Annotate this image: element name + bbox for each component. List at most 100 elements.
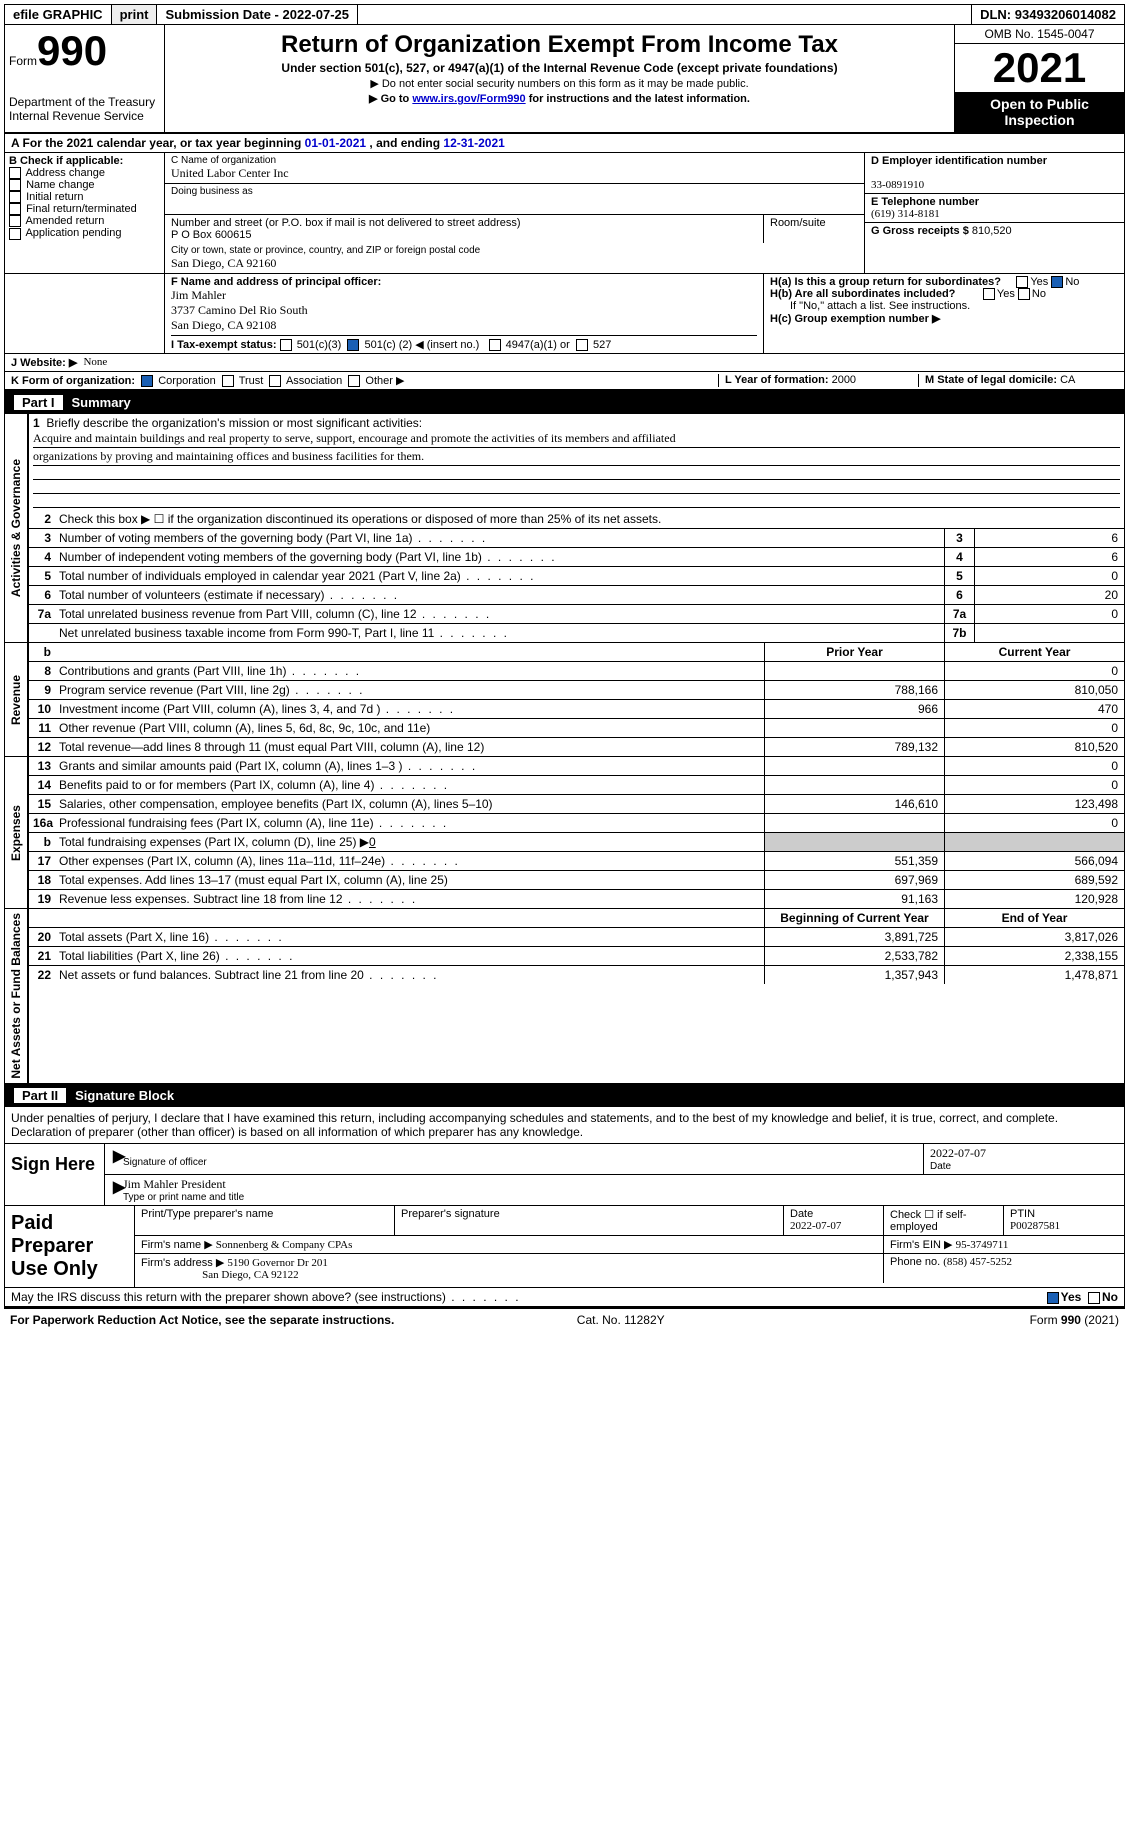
box-b: B Check if applicable: Address change Na… <box>5 153 165 273</box>
discuss-row: May the IRS discuss this return with the… <box>4 1288 1125 1307</box>
checkbox-discuss-no[interactable] <box>1088 1292 1100 1304</box>
form-year-cell: OMB No. 1545-0047 2021 Open to Public In… <box>954 25 1124 132</box>
checkbox-501c3[interactable] <box>280 339 292 351</box>
address-cell: Number and street (or P.O. box if mail i… <box>165 215 864 243</box>
box-i: I Tax-exempt status: 501(c)(3) 501(c) (2… <box>171 335 757 351</box>
omb-number: OMB No. 1545-0047 <box>955 25 1124 44</box>
gross-receipts-cell: G Gross receipts $ 810,520 <box>865 223 1124 239</box>
dba-cell: Doing business as <box>165 184 864 215</box>
line-7a-value: 0 <box>974 605 1124 623</box>
checkbox-amended-return[interactable] <box>9 215 21 227</box>
row-a-calendar-year: A For the 2021 calendar year, or tax yea… <box>4 134 1125 153</box>
checkbox-ha-no[interactable] <box>1051 276 1063 288</box>
top-toolbar: efile GRAPHIC print Submission Date - 20… <box>4 4 1125 25</box>
box-j: J Website: ▶ None <box>4 354 1125 372</box>
expenses-section: Expenses 13Grants and similar amounts pa… <box>4 757 1125 909</box>
box-k: K Form of organization: Corporation Trus… <box>11 374 718 387</box>
line-3-value: 6 <box>974 529 1124 547</box>
dln: DLN: 93493206014082 <box>972 5 1124 24</box>
submission-date: Submission Date - 2022-07-25 <box>157 5 358 24</box>
officer-name: Jim Mahler <box>171 288 226 302</box>
checkbox-discuss-yes[interactable] <box>1047 1292 1059 1304</box>
org-name-cell: C Name of organization United Labor Cent… <box>165 153 864 184</box>
checkbox-other[interactable] <box>348 375 360 387</box>
box-b-label: B Check if applicable: <box>9 155 123 167</box>
line-5-value: 0 <box>974 567 1124 585</box>
dept-label: Department of the Treasury Internal Reve… <box>9 95 160 123</box>
paid-preparer-label: Paid Preparer Use Only <box>5 1206 135 1287</box>
gross-receipts-value: 810,520 <box>972 225 1012 237</box>
org-city: San Diego, CA 92160 <box>171 256 276 270</box>
bottom-line: For Paperwork Reduction Act Notice, see … <box>4 1307 1125 1331</box>
checkbox-corporation[interactable] <box>141 375 153 387</box>
net-assets-section: Net Assets or Fund Balances Beginning of… <box>4 909 1125 1084</box>
line-4-value: 6 <box>974 548 1124 566</box>
irs-link[interactable]: www.irs.gov/Form990 <box>412 93 525 105</box>
part-2-header: Part IISignature Block <box>4 1084 1125 1107</box>
checkbox-hb-yes[interactable] <box>983 288 995 300</box>
checkbox-address-change[interactable] <box>9 167 21 179</box>
checkbox-501c[interactable] <box>347 339 359 351</box>
form-note-2: ▶ Go to www.irs.gov/Form990 for instruct… <box>171 92 948 105</box>
phone-value: (619) 314-8181 <box>871 208 940 220</box>
open-inspection: Open to Public Inspection <box>955 92 1124 132</box>
checkbox-association[interactable] <box>269 375 281 387</box>
form-title-cell: Return of Organization Exempt From Incom… <box>165 25 954 132</box>
box-f: F Name and address of principal officer:… <box>165 274 764 353</box>
form-subtitle: Under section 501(c), 527, or 4947(a)(1)… <box>171 61 948 75</box>
box-h: H(a) Is this a group return for subordin… <box>764 274 1124 353</box>
ptin-value: P00287581 <box>1010 1220 1060 1232</box>
activities-governance-section: Activities & Governance 1 Briefly descri… <box>4 414 1125 643</box>
box-klm: K Form of organization: Corporation Trus… <box>4 372 1125 391</box>
checkbox-trust[interactable] <box>222 375 234 387</box>
box-m: M State of legal domicile: CA <box>918 374 1118 387</box>
vtab-net-assets: Net Assets or Fund Balances <box>5 909 29 1083</box>
checkbox-527[interactable] <box>576 339 588 351</box>
vtab-activities: Activities & Governance <box>5 414 29 642</box>
org-name: United Labor Center Inc <box>171 166 289 180</box>
firm-phone: (858) 457-5252 <box>943 1256 1012 1268</box>
section-bcd: B Check if applicable: Address change Na… <box>4 153 1125 274</box>
checkbox-initial-return[interactable] <box>9 191 21 203</box>
sign-here-label: Sign Here <box>5 1144 105 1205</box>
tax-year: 2021 <box>955 44 1124 92</box>
checkbox-hb-no[interactable] <box>1018 288 1030 300</box>
sig-date: 2022-07-07 <box>930 1146 986 1160</box>
checkbox-4947[interactable] <box>489 339 501 351</box>
website-value: None <box>83 356 107 369</box>
checkbox-application-pending[interactable] <box>9 228 21 240</box>
org-address: P O Box 600615 <box>171 229 252 241</box>
revenue-section: Revenue bPrior YearCurrent Year 8Contrib… <box>4 643 1125 757</box>
firm-name: Sonnenberg & Company CPAs <box>216 1239 353 1251</box>
form-header: Form990 Department of the Treasury Inter… <box>4 25 1125 134</box>
checkbox-ha-yes[interactable] <box>1016 276 1028 288</box>
box-l: L Year of formation: 2000 <box>718 374 918 387</box>
city-cell: City or town, state or province, country… <box>165 243 864 273</box>
vtab-expenses: Expenses <box>5 757 29 908</box>
paid-preparer-block: Paid Preparer Use Only Print/Type prepar… <box>4 1206 1125 1288</box>
checkbox-final-return[interactable] <box>9 203 21 215</box>
toolbar-spacer <box>358 5 972 24</box>
print-button[interactable]: print <box>112 5 158 24</box>
signature-intro: Under penalties of perjury, I declare th… <box>4 1107 1125 1144</box>
firm-ein: 95-3749711 <box>956 1239 1009 1251</box>
mission-row: 1 Briefly describe the organization's mi… <box>29 414 1124 510</box>
section-fhi: F Name and address of principal officer:… <box>4 274 1125 354</box>
line-6-value: 20 <box>974 586 1124 604</box>
sign-here-block: Sign Here ▶ Signature of officer 2022-07… <box>4 1144 1125 1206</box>
officer-sig-name: Jim Mahler President <box>123 1177 226 1191</box>
line-7b-value <box>974 624 1124 642</box>
checkbox-name-change[interactable] <box>9 179 21 191</box>
box-deg: D Employer identification number 33-0891… <box>864 153 1124 273</box>
ein-value: 33-0891910 <box>871 179 924 191</box>
form-990-page: efile GRAPHIC print Submission Date - 20… <box>0 0 1129 1335</box>
form-number-cell: Form990 Department of the Treasury Inter… <box>5 25 165 132</box>
ein-cell: D Employer identification number 33-0891… <box>865 153 1124 194</box>
form-note-1: ▶ Do not enter social security numbers o… <box>171 77 948 90</box>
efile-graphic-button[interactable]: efile GRAPHIC <box>5 5 112 24</box>
box-c: C Name of organization United Labor Cent… <box>165 153 864 273</box>
part-1-header: Part ISummary <box>4 391 1125 414</box>
form-title: Return of Organization Exempt From Incom… <box>171 31 948 59</box>
vtab-revenue: Revenue <box>5 643 29 756</box>
form-word: Form <box>9 54 37 68</box>
